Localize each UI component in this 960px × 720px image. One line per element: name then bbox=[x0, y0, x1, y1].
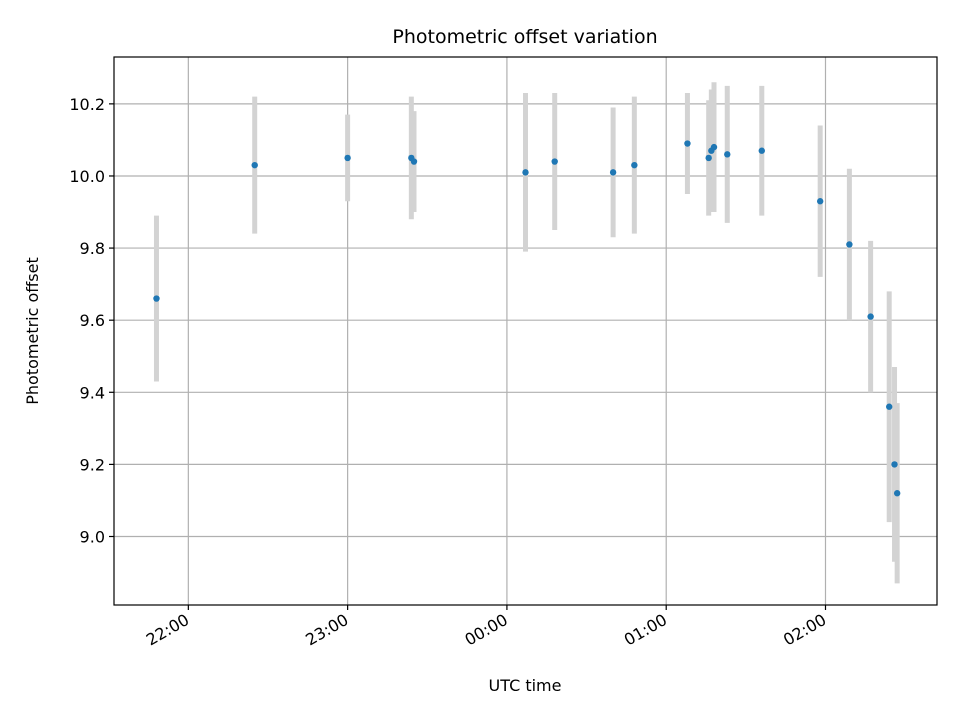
data-point bbox=[153, 295, 160, 302]
x-axis-label: UTC time bbox=[489, 676, 562, 695]
data-point bbox=[886, 403, 893, 410]
data-point bbox=[705, 154, 712, 162]
data-point bbox=[522, 169, 529, 176]
y-tick-label: 10.2 bbox=[69, 95, 105, 114]
data-point bbox=[684, 140, 691, 147]
data-point bbox=[846, 241, 853, 248]
y-tick-label: 9.0 bbox=[80, 528, 105, 547]
data-point bbox=[251, 161, 258, 169]
plot-frame bbox=[113, 56, 938, 606]
chart-title: Photometric offset variation bbox=[392, 26, 657, 48]
y-axis-label: Photometric offset bbox=[23, 257, 42, 405]
y-tick-label: 10.0 bbox=[69, 167, 105, 186]
data-point bbox=[893, 490, 901, 497]
data-point bbox=[410, 158, 418, 165]
y-tick-label: 9.8 bbox=[80, 239, 105, 258]
y-tick-label: 9.6 bbox=[80, 311, 105, 330]
data-point bbox=[609, 169, 617, 176]
data-point bbox=[758, 147, 765, 154]
data-point bbox=[724, 151, 731, 158]
data-point bbox=[710, 143, 718, 151]
data-point bbox=[867, 313, 874, 320]
data-point bbox=[551, 158, 558, 165]
data-point bbox=[631, 161, 638, 169]
data-point bbox=[344, 154, 351, 162]
data-point bbox=[816, 198, 824, 205]
data-point bbox=[891, 461, 898, 468]
data-points bbox=[153, 140, 901, 497]
y-tick-label: 9.4 bbox=[80, 383, 105, 402]
y-axis-ticks: 9.0 9.2 9.4 9.6 9.8 10.0 10.2 bbox=[69, 95, 114, 547]
y-tick-label: 9.2 bbox=[80, 455, 105, 474]
